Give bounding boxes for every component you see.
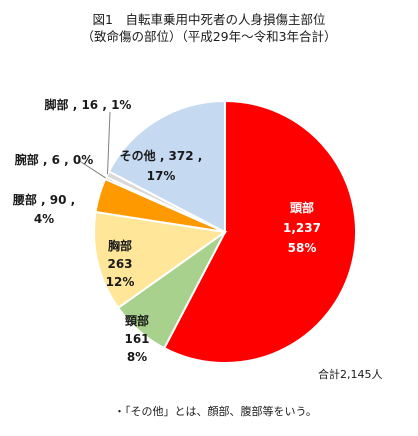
leader-lines: [77, 111, 111, 179]
slice-label-6: 脚部 , 16 , 1%: [45, 97, 132, 112]
footnote: ・「その他」とは、顔部、腹部等をいう。: [114, 405, 317, 418]
slice-label-1: 頭部 1,237 58%: [283, 200, 321, 255]
slice-label-7: その他 , 372 , 17%: [120, 148, 203, 183]
pie-slice-1: [162, 99, 357, 364]
leader-line-6: [106, 111, 111, 175]
slice-label-4: 腰部 , 90 , 4%: [12, 192, 75, 226]
pie-slice-3: [93, 210, 228, 310]
leader-line-5: [77, 159, 106, 179]
chart-title-line1: 図1 自転車乗用中死者の人身損傷主部位: [92, 12, 326, 27]
chart-title-line2: （致命傷の部位）（平成29年～令和3年合計）: [81, 29, 337, 44]
slice-label-3: 胸部 263 12%: [106, 238, 135, 289]
pie-slice-7: [107, 99, 226, 234]
slice-label-2: 頸部 161 8%: [124, 313, 149, 364]
total-label: 合計2,145人: [318, 368, 383, 381]
pie-slices: [93, 99, 357, 364]
slice-label-5: 腕部 , 6 , 0%: [14, 152, 94, 167]
slice-labels: 頭部 1,237 58% 頸部 161 8% 胸部 263 12% 腰部 , 90 , 4% 腕部 ,…: [12, 97, 321, 364]
